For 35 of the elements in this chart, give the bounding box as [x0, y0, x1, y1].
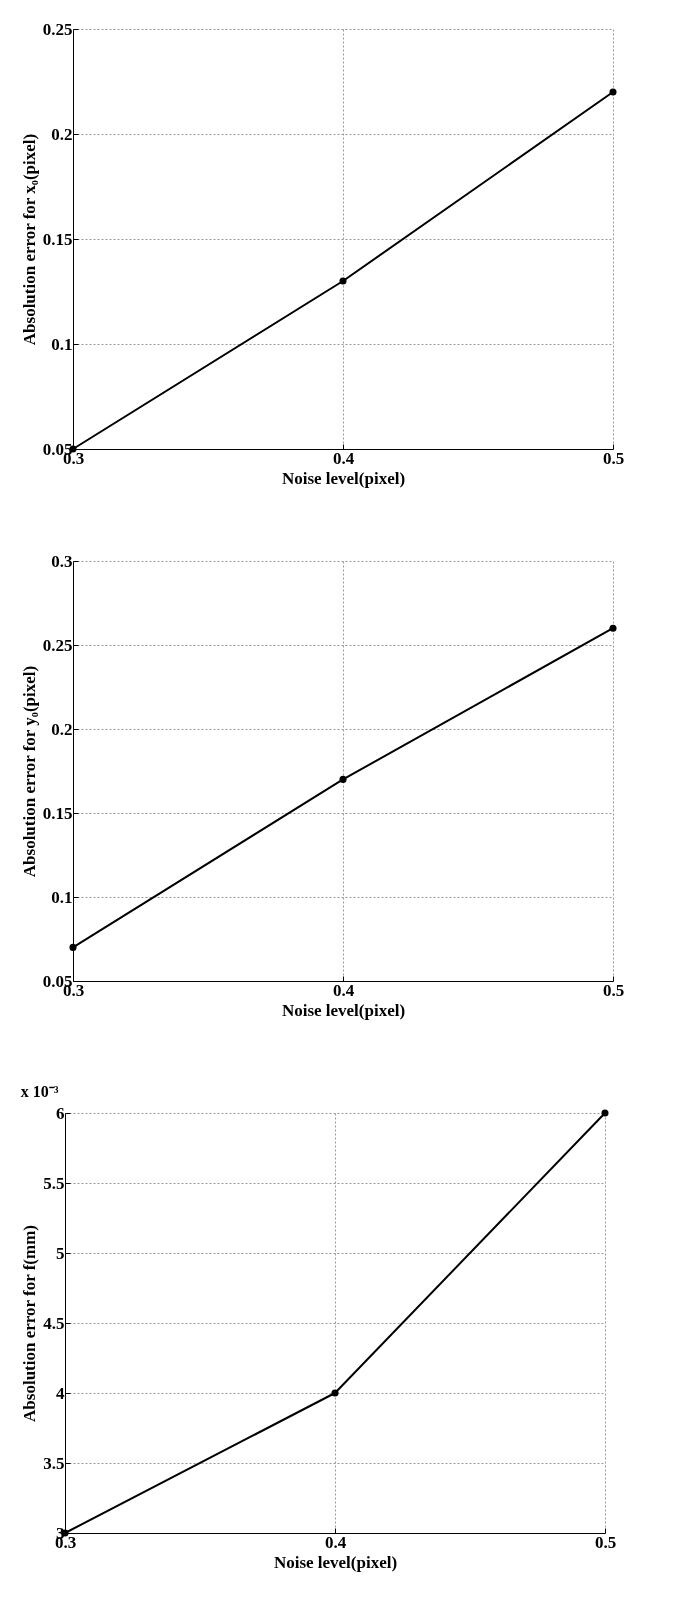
- x-tick-label: 0.5: [594, 1532, 617, 1552]
- y-tick-label: 0.25: [42, 19, 73, 39]
- y-tick-label: 0.2: [51, 719, 73, 739]
- y-tick-label: 0.25: [42, 635, 73, 655]
- y-tick-label: 3.5: [43, 1453, 65, 1473]
- point: [339, 775, 347, 783]
- x-tick-label: 0.5: [602, 980, 625, 1000]
- point: [601, 1109, 609, 1117]
- x-tick-label: 0.4: [332, 980, 355, 1000]
- y-axis-title: Absolution error for f(mm): [20, 1225, 40, 1422]
- point: [339, 277, 347, 285]
- x-tick-label: 0.4: [332, 448, 355, 468]
- y-axis-title: Absolution error for y₀(pixel): [19, 665, 39, 878]
- x-axis-title: Noise level(pixel): [281, 468, 406, 488]
- x-tick-label: 0.4: [324, 1532, 347, 1552]
- y-tick-label: 6: [56, 1103, 65, 1123]
- x-axis-title: Noise level(pixel): [281, 1000, 406, 1020]
- y-tick-label: 0.15: [42, 229, 73, 249]
- y-tick-label: 5.5: [43, 1173, 65, 1193]
- y-tick-label: 0.1: [51, 334, 73, 354]
- y-tick-label: 4: [56, 1383, 65, 1403]
- y-tick-label: 0.3: [51, 551, 73, 571]
- y-axis-title: Absolution error for x₀(pixel): [19, 133, 39, 346]
- x-tick-label: 0.5: [602, 448, 625, 468]
- x-axis-title: Noise level(pixel): [273, 1552, 398, 1572]
- point: [609, 88, 617, 96]
- point: [609, 624, 617, 632]
- text: x 10⁻³: [20, 1083, 59, 1100]
- point: [69, 943, 77, 951]
- y-tick-label: 0.2: [51, 124, 73, 144]
- y-tick-label: 0.15: [42, 803, 73, 823]
- y-tick-label: 4.5: [43, 1313, 65, 1333]
- y-tick-label: 0.1: [51, 887, 73, 907]
- point: [331, 1389, 339, 1397]
- y-tick-label: 5: [56, 1243, 65, 1263]
